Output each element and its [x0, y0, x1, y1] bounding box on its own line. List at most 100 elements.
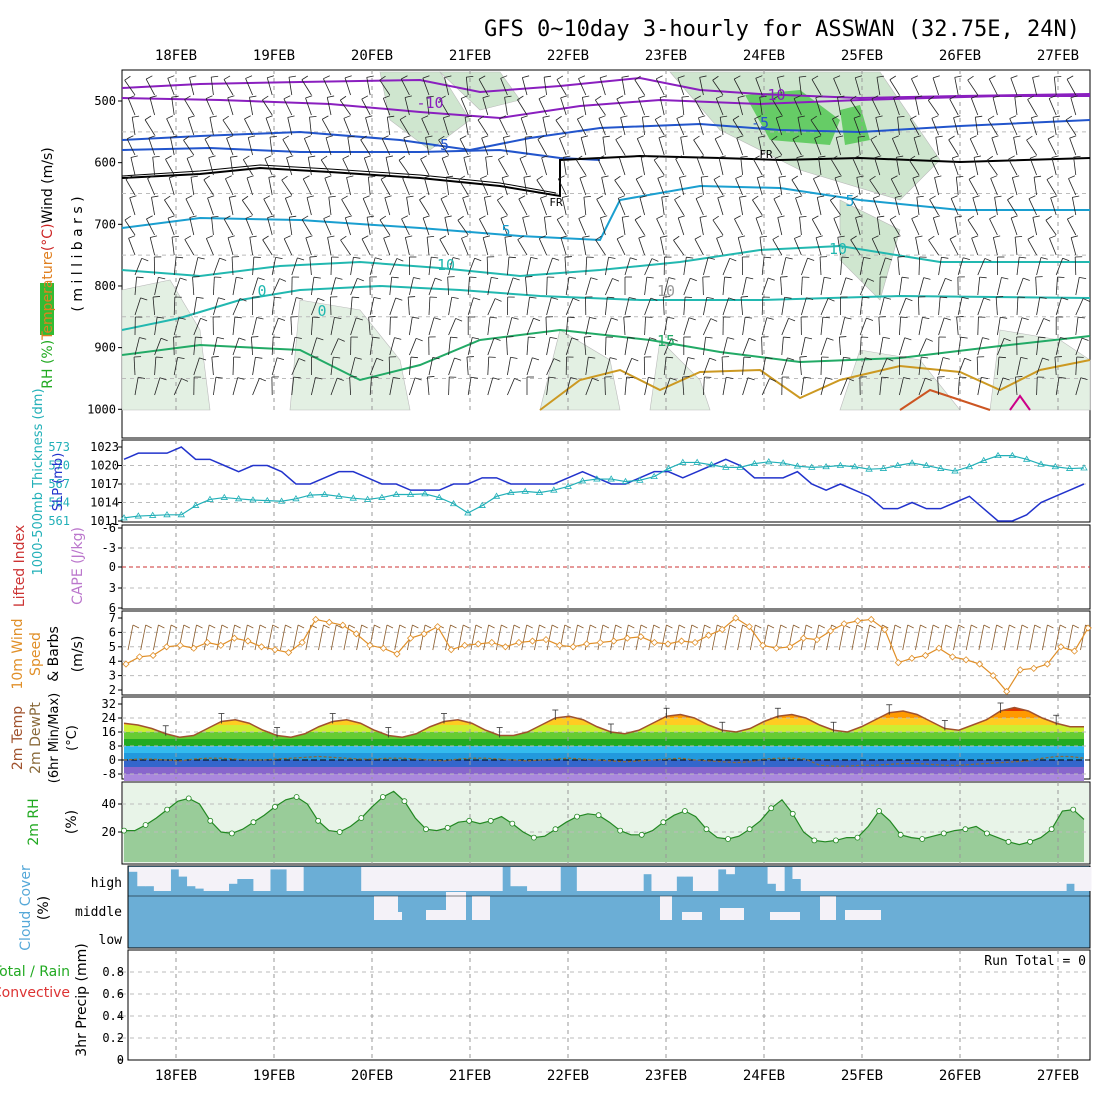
wind-barb-shaft	[951, 157, 959, 176]
wind10m-barb-shaft	[191, 624, 197, 651]
thickness-marker	[349, 494, 357, 501]
wind-barb-flag	[124, 215, 131, 221]
wind-barb-shaft	[1066, 79, 1077, 96]
thickness-marker	[535, 488, 544, 496]
wind-barb-flag	[774, 155, 782, 159]
wind-barb-flag	[230, 155, 238, 158]
wind10m-barb-flag	[678, 624, 686, 629]
wind-barb-flag	[728, 297, 736, 301]
wind-barb-shaft	[365, 117, 371, 136]
wind10m-barb-flag	[983, 624, 991, 629]
bottom-date-label: 26FEB	[939, 1068, 981, 1084]
contour-label: -5	[431, 136, 449, 154]
wind-barb-flag	[729, 257, 737, 262]
rh-marker	[811, 837, 818, 844]
wind-barb-flag	[956, 316, 964, 318]
wind-barb-flag	[852, 155, 860, 159]
cloud-high-clear	[858, 867, 868, 891]
wind-barb-flag	[347, 135, 355, 138]
stability-grid	[122, 525, 1090, 609]
y-tick-label: -3	[102, 541, 116, 555]
wind-barb-shaft	[134, 277, 137, 296]
wind-barb-shaft	[267, 217, 273, 236]
rh-marker	[1027, 838, 1033, 845]
wind10m-marker	[813, 636, 821, 644]
temperature-contour	[121, 76, 1091, 100]
y-tick-label: 800	[94, 279, 116, 293]
contour-label: 10	[829, 240, 847, 258]
wind-barb-shaft	[167, 217, 175, 236]
y-tick-label: 3	[109, 669, 116, 683]
cloud-high-clear	[1074, 867, 1084, 891]
wind10m-barb-shaft	[1003, 624, 1010, 651]
wind-barb-flag	[164, 195, 171, 201]
wind-barb-shaft	[537, 139, 547, 156]
wind-barb-shaft	[654, 119, 665, 136]
wind10m-label-1: 10m Wind	[10, 618, 26, 689]
top-date-label: 19FEB	[253, 48, 295, 64]
wind-barb-shaft	[675, 158, 685, 176]
thickness-marker	[664, 464, 673, 471]
wind-barb-shaft	[1070, 97, 1077, 116]
wind-barb-flag	[1071, 235, 1079, 238]
wind-barb-flag	[425, 135, 433, 138]
wind-barb-flag	[403, 135, 411, 139]
rh-marker	[703, 826, 710, 833]
wind-barb-shaft	[507, 378, 515, 396]
wind-barb-flag	[784, 296, 792, 299]
y-tick-label: 0.4	[102, 1009, 124, 1023]
wind-barb-shaft	[343, 118, 351, 136]
wind-barb-flag	[788, 317, 796, 322]
wind-barb-flag	[982, 337, 990, 340]
wind-barb-flag	[1012, 175, 1020, 178]
wind-barb-shaft	[644, 377, 649, 396]
wind-barb-flag	[364, 155, 372, 159]
bottom-date-label: 22FEB	[547, 1068, 589, 1084]
wind10m-barb-flag	[577, 624, 584, 629]
temperature-contour	[121, 184, 1090, 242]
wind-barb-shaft	[320, 159, 332, 176]
wind-barb-flag	[712, 215, 719, 221]
wind-barb-shaft	[660, 237, 665, 256]
cloud-high-clear	[618, 867, 628, 891]
wind-barb-shaft	[130, 157, 136, 176]
wind10m-marker	[190, 644, 198, 652]
wind10m-barb-flag	[920, 624, 927, 629]
wind-barb-flag	[967, 75, 974, 81]
wind-barb-shaft	[507, 257, 510, 276]
wind-barb-shaft	[676, 118, 685, 136]
wind-barb-flag	[923, 277, 931, 280]
wind-barb-flag	[380, 175, 388, 180]
wind-barb-shaft	[911, 78, 920, 96]
wind-barb-flag	[856, 175, 864, 178]
wind-barb-shaft	[227, 237, 234, 256]
wind-barb-shaft	[703, 297, 708, 316]
cloud-high-clear	[585, 867, 594, 891]
wind-barb-flag	[777, 215, 785, 218]
wind-barb-shaft	[1016, 277, 1024, 296]
wind-barb-shaft	[1013, 137, 1018, 156]
wind-barb-shaft	[834, 177, 841, 196]
wind-barb-shaft	[164, 199, 175, 216]
cloud-high-clear	[1057, 867, 1067, 891]
wind-barb-shaft	[1008, 158, 1018, 176]
wind-barb-shaft	[655, 78, 665, 96]
wind-barb-flag	[621, 75, 629, 78]
dewpoint-line	[123, 755, 1085, 767]
wind-barb-shaft	[208, 157, 214, 176]
wind-barb-flag	[915, 235, 923, 238]
wind10m-marker	[366, 641, 374, 649]
wind-barb-flag	[785, 257, 793, 260]
rh-label: 2m RH	[26, 798, 42, 845]
wind10m-marker	[1016, 666, 1024, 674]
wind-barb-shaft	[815, 97, 822, 116]
wind-barb-flag	[451, 296, 459, 299]
wind10m-barb-flag	[361, 624, 368, 629]
wind-barb-flag	[1020, 357, 1028, 360]
wind-barb-shaft	[560, 97, 567, 116]
wind-barb-shaft	[739, 197, 743, 216]
wind-barb-shaft	[223, 219, 234, 236]
wind-barb-flag	[454, 357, 462, 361]
wind-barb-flag	[183, 135, 190, 141]
wind-barb-shaft	[605, 278, 613, 296]
